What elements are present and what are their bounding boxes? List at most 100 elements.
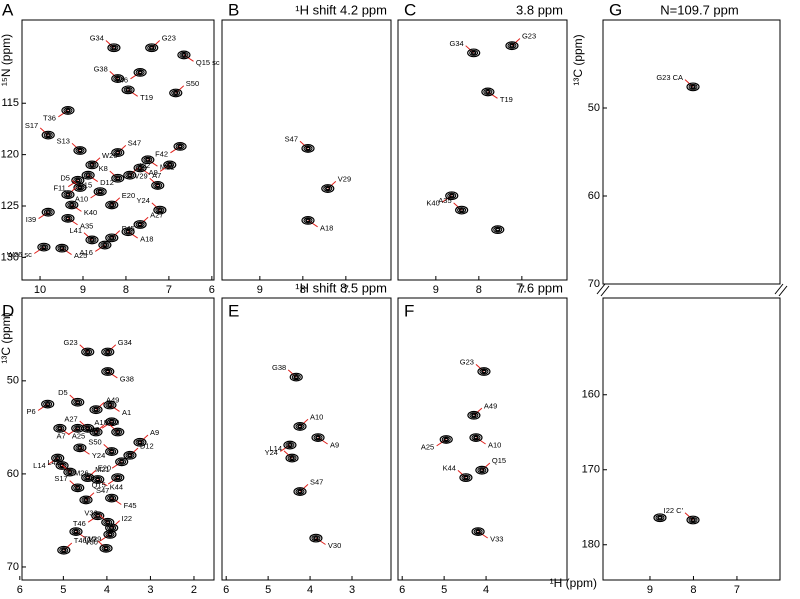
peak-label: V29 (134, 171, 147, 180)
peak-contour (73, 183, 87, 192)
peak-contour (75, 184, 85, 191)
x-tick-label: 6 (399, 584, 405, 596)
peak (79, 495, 93, 505)
peak (103, 529, 117, 539)
peak-contour (688, 516, 698, 524)
peak-label: A10 (310, 412, 323, 421)
peak-contour (57, 426, 63, 431)
peak-label: Q15 (492, 456, 506, 465)
peak-contour (153, 182, 163, 189)
peak-contour (309, 533, 323, 543)
peak-contour (686, 82, 700, 92)
peak-label: A18 (320, 223, 333, 232)
peak (105, 493, 119, 503)
peak (93, 187, 107, 197)
peak-contour (441, 436, 451, 443)
peak-contour (77, 445, 83, 450)
peak-contour (74, 400, 81, 405)
panel-letter: G (609, 0, 622, 19)
peak-label: T19 (140, 93, 153, 102)
peak-contour (107, 448, 117, 455)
peak-label: G23 (64, 338, 78, 347)
peak-contour (63, 215, 73, 222)
x-tick-label: 4 (104, 584, 110, 596)
peak (653, 513, 667, 523)
y-tick-label: 70 (7, 561, 19, 573)
peak-contour (657, 515, 663, 520)
peak (475, 465, 489, 475)
peak-contour (455, 205, 469, 215)
peak (133, 68, 147, 77)
peak-contour (65, 468, 75, 476)
peak-contour (471, 527, 485, 537)
peak-label: G23 (460, 358, 474, 367)
peak (65, 200, 79, 210)
peak (686, 82, 700, 92)
peak (41, 399, 55, 409)
peak (107, 43, 121, 53)
peak-contour (67, 469, 73, 475)
peak-contour (127, 173, 133, 178)
peak-contour (77, 148, 83, 153)
peak-contour (91, 475, 105, 484)
peak-contour (655, 514, 665, 521)
peak-contour (313, 536, 319, 541)
peak-label: A27 (150, 210, 163, 219)
peak-label: Y24 (265, 448, 278, 457)
peak-label: F42 (155, 149, 168, 158)
peak-contour (102, 242, 108, 248)
peak (293, 487, 307, 496)
x-tick-label: 2 (191, 584, 197, 596)
panel-header: N=109.7 ppm (660, 2, 738, 17)
x-tick-label: 9 (257, 284, 263, 296)
peak-contour (135, 221, 145, 228)
panel-header: ¹H shift 4.2 ppm (295, 2, 387, 17)
peak-contour (115, 457, 129, 467)
peak-contour (295, 423, 305, 430)
x-tick-label: 5 (265, 584, 271, 596)
y-tick-label: 115 (1, 97, 19, 109)
peak-contour (121, 85, 135, 95)
peak-contour (313, 434, 323, 441)
peak-contour (65, 192, 71, 197)
break-mark (774, 283, 784, 295)
peak-contour (157, 208, 163, 213)
peak-label: I22 (122, 514, 132, 523)
y-axis-title: ¹⁵N (ppm) (0, 34, 13, 86)
peak-contour (305, 146, 311, 151)
peak-contour (57, 545, 71, 555)
y-tick-label: 120 (1, 149, 19, 161)
axis-break (596, 283, 788, 297)
peak-label: T19 (83, 534, 96, 543)
peak-contour (43, 209, 53, 216)
peak-label: D12 (100, 178, 114, 187)
peak (71, 397, 85, 407)
panel-header: 3.8 ppm (516, 2, 563, 17)
y-tick-label: 130 (1, 251, 19, 263)
peak (459, 473, 473, 483)
peak-contour (95, 188, 105, 195)
peak (41, 130, 55, 140)
peak-contour (113, 428, 123, 436)
y-tick-label: 50 (588, 102, 600, 114)
peak-contour (98, 240, 112, 250)
peak-contour (470, 50, 477, 55)
peak-contour (303, 217, 313, 224)
peak-label: T19 (500, 95, 513, 104)
peak (101, 347, 115, 357)
plot-frame (221, 297, 392, 581)
peak-contour (169, 88, 183, 98)
peak-contour (93, 187, 107, 197)
peak-label: S17 (54, 474, 67, 483)
peak-contour (63, 191, 73, 198)
peak-contour (113, 175, 123, 182)
peak-contour (114, 176, 121, 181)
peak (141, 155, 155, 165)
peak (293, 422, 307, 431)
peak-label: G34 (449, 39, 463, 48)
peak-contour (107, 495, 117, 502)
peak-contour (107, 234, 117, 241)
peak-contour (293, 422, 307, 431)
peak-contour (315, 435, 321, 440)
peak-contour (473, 528, 483, 535)
